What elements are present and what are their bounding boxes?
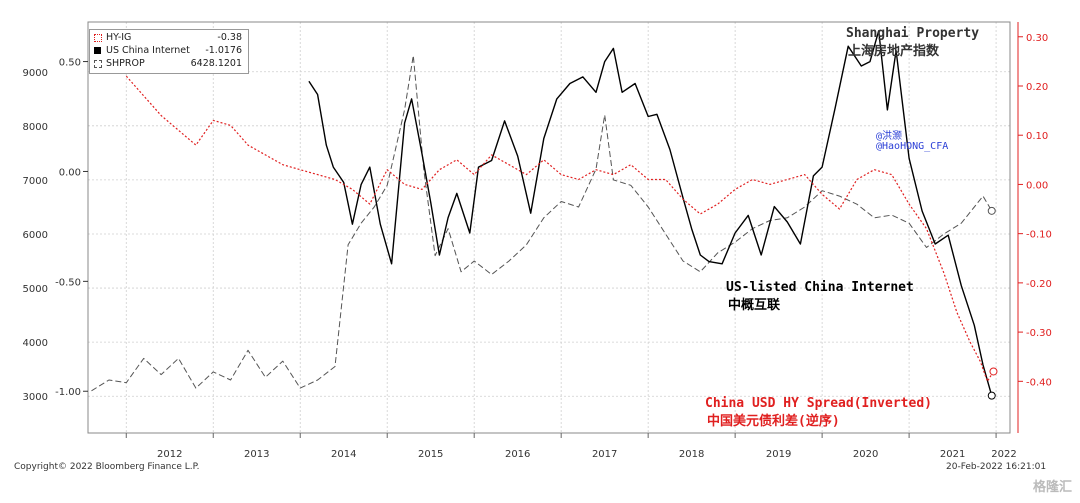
x-tick-label: 2019 bbox=[766, 449, 791, 460]
x-tick-label: 2022 bbox=[991, 449, 1016, 460]
legend-name: HY-IG bbox=[106, 32, 132, 43]
end-markers bbox=[987, 206, 998, 400]
annotation-hy-spread: China USD HY Spread(Inverted) bbox=[705, 396, 932, 411]
end-marker-us-china-internet bbox=[987, 391, 996, 400]
y-left-inner-tick-label: 0.50 bbox=[59, 58, 81, 69]
legend-swatch bbox=[94, 60, 102, 68]
annotation-shanghai-property-cn: 上海房地产指数 bbox=[848, 44, 940, 59]
y-right-tick-label: -0.30 bbox=[1026, 328, 1052, 339]
x-tick-label: 2021 bbox=[940, 449, 965, 460]
series-line-us-china-internet bbox=[308, 30, 993, 396]
axes bbox=[83, 21, 1023, 438]
y-left-outer-tick-label: 9000 bbox=[23, 68, 48, 79]
end-marker-shprop bbox=[987, 206, 996, 215]
y-left-inner-tick-label: -1.00 bbox=[55, 387, 81, 398]
y-left-outer-tick-label: 8000 bbox=[23, 122, 48, 133]
annotation-china-internet: US-listed China Internet bbox=[726, 280, 914, 295]
end-marker-hy-ig bbox=[989, 367, 998, 376]
legend-value: -1.0176 bbox=[205, 45, 242, 56]
y-right-tick-label: 0.30 bbox=[1026, 33, 1048, 44]
y-left-outer-tick-label: 4000 bbox=[23, 338, 48, 349]
y-left-inner-tick-label: 0.00 bbox=[59, 167, 81, 178]
series-line-shprop bbox=[91, 55, 993, 392]
series-layer bbox=[91, 30, 995, 396]
x-tick-label: 2014 bbox=[331, 449, 356, 460]
legend-item-us-china-internet: US China Internet -1.0176 bbox=[94, 45, 244, 57]
legend-value: -0.38 bbox=[217, 32, 242, 43]
y-left-outer-tick-label: 6000 bbox=[23, 230, 48, 241]
author-handle-en: @HaoHONG_CFA bbox=[876, 141, 949, 152]
x-tick-label: 2016 bbox=[505, 449, 530, 460]
plot-frame bbox=[87, 21, 1011, 434]
y-right-tick-label: 0.10 bbox=[1026, 131, 1048, 142]
y-left-outer-tick-label: 7000 bbox=[23, 176, 48, 187]
y-right-tick-label: -0.40 bbox=[1026, 377, 1052, 388]
y-right-tick-label: 0.00 bbox=[1026, 180, 1048, 191]
legend-swatch bbox=[94, 47, 101, 54]
watermark-logo: 格隆汇 bbox=[1032, 480, 1072, 495]
copyright-text: Copyright© 2022 Bloomberg Finance L.P. bbox=[14, 462, 200, 472]
timestamp-text: 20-Feb-2022 16:21:01 bbox=[946, 462, 1047, 472]
y-left-outer-tick-label: 3000 bbox=[23, 392, 48, 403]
legend-item-hy-ig: HY-IG -0.38 bbox=[94, 32, 244, 44]
author-handle-cn: @洪灏 bbox=[876, 131, 903, 142]
tick-labels: 2012 2013 2014 2015 2016 2017 2018 2019 2020 2021… bbox=[23, 33, 1052, 460]
x-tick-label: 2017 bbox=[592, 449, 617, 460]
legend-name: SHPROP bbox=[106, 58, 145, 69]
legend-item-shprop: SHPROP 6428.1201 bbox=[94, 58, 244, 70]
x-tick-label: 2013 bbox=[244, 449, 269, 460]
annotation-shanghai-property: Shanghai Property bbox=[846, 26, 980, 41]
annotation-china-internet-cn: 中概互联 bbox=[728, 298, 781, 313]
x-tick-label: 2020 bbox=[853, 449, 878, 460]
legend: HY-IG -0.38 US China Internet -1.0176 SH… bbox=[89, 29, 249, 74]
x-tick-label: 2012 bbox=[157, 449, 182, 460]
annotation-hy-spread-cn: 中国美元债利差(逆序) bbox=[707, 414, 840, 429]
series-line-hy-ig bbox=[125, 75, 995, 382]
legend-name: US China Internet bbox=[106, 45, 190, 56]
gridlines bbox=[88, 22, 1010, 433]
y-left-inner-tick-label: -0.50 bbox=[55, 277, 81, 288]
legend-value: 6428.1201 bbox=[190, 58, 242, 69]
y-right-tick-label: -0.20 bbox=[1026, 279, 1052, 290]
legend-swatch bbox=[94, 34, 102, 42]
y-left-outer-tick-label: 5000 bbox=[23, 284, 48, 295]
x-tick-label: 2015 bbox=[418, 449, 443, 460]
y-right-tick-label: -0.10 bbox=[1026, 230, 1052, 241]
y-right-tick-label: 0.20 bbox=[1026, 82, 1048, 93]
x-tick-label: 2018 bbox=[679, 449, 704, 460]
